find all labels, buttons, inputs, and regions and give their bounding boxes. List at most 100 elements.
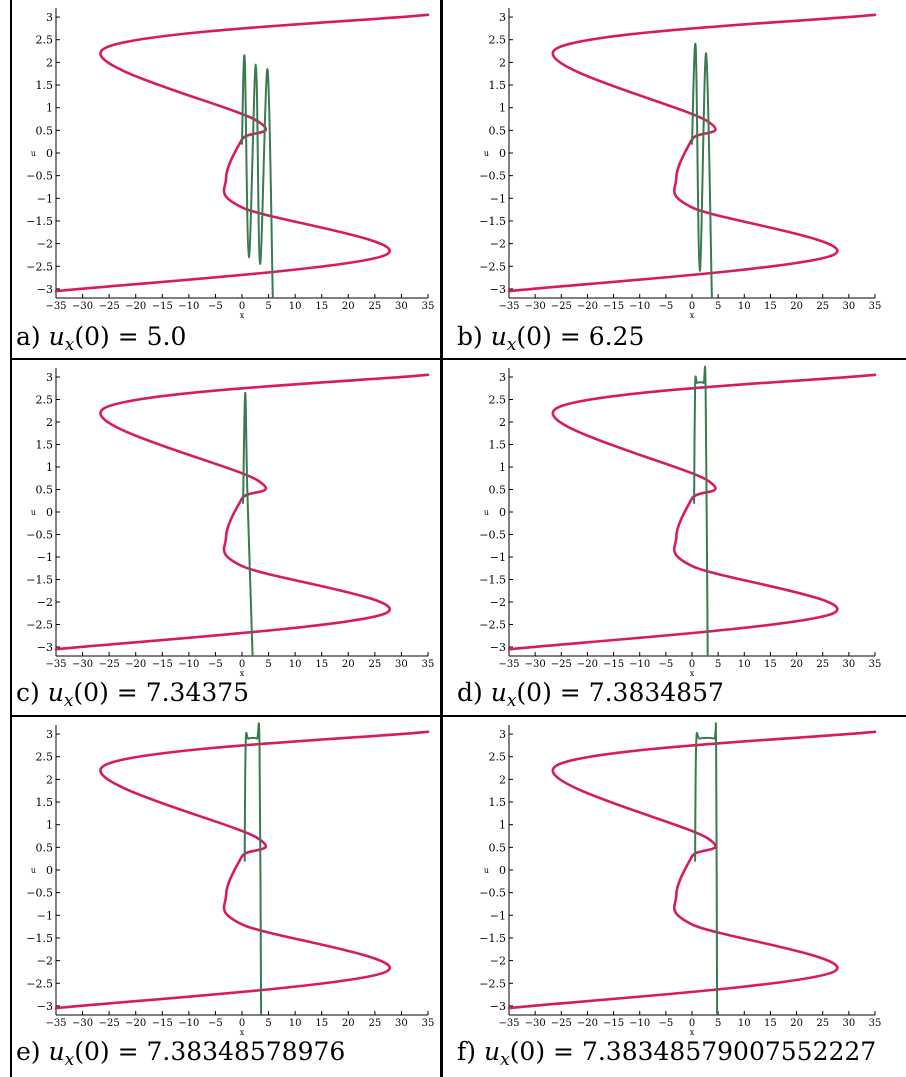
x-tick-label: 20 [790,301,803,312]
y-tick-label: 1.5 [36,796,54,809]
y-tick-label: −3 [37,283,53,296]
y-tick-label: 1 [46,102,53,115]
x-tick-label: −5 [208,301,223,312]
x-tick-label: 30 [395,1018,408,1029]
x-tick-label: −35 [45,659,66,670]
y-tick-label: 1 [46,461,53,474]
caption: b) ux(0) = 6.25 [457,322,645,355]
x-tick-label: 20 [342,1018,355,1029]
y-tick-label: −2 [37,596,53,609]
caption-value: 5.0 [146,322,187,351]
x-tick-label: 10 [289,659,302,670]
y-tick-label: 0.5 [36,841,54,854]
y-tick-label: −1 [490,909,506,922]
panel-f: −35 −30 −25 −20 −15 −10 −5 0 5 10 15 20 25 30 35 x 3 2.5 2… [443,717,906,1077]
y-tick-label: 1 [46,819,53,832]
y-tick-label: −1.5 [479,932,506,945]
y-tick-label: −1 [490,192,506,205]
y-axis-label: u [484,508,489,517]
y-tick-label: 2.5 [489,394,507,407]
y-tick-label: 3 [46,11,53,24]
x-tick-label: −30 [525,1018,546,1029]
series-line-s-curve [54,730,430,1010]
x-tick-label: −20 [125,301,146,312]
caption: e) ux(0) = 7.38348578976 [16,1037,346,1070]
x-tick-label: −35 [45,301,66,312]
y-tick-label: 2 [46,56,53,69]
y-tick-label: −1.5 [26,574,53,587]
x-tick-label: −10 [178,301,199,312]
x-tick-label: 0 [239,659,245,670]
y-tick-label: 1 [499,461,506,474]
divider [10,715,906,717]
y-tick-label: 2 [499,773,506,786]
x-tick-label: 20 [342,301,355,312]
x-axis-label: x [690,311,695,320]
y-tick-label: −2.5 [26,977,53,990]
x-tick-label: 25 [368,1018,381,1029]
caption: c) ux(0) = 7.34375 [16,678,250,711]
y-tick-label: −1 [37,551,53,564]
x-axis-label: x [240,311,245,320]
y-tick-label: −2.5 [479,977,506,990]
x-tick-label: 10 [289,1018,302,1029]
caption: a) ux(0) = 5.0 [16,322,187,355]
y-axis-label: u [31,149,36,158]
x-tick-label: 15 [315,1018,328,1029]
x-tick-label: −20 [577,1018,598,1029]
chart-c: −35 −30 −25 −20 −15 −10 −5 0 5 10 15 20 25 30 35x32.52… [26,368,434,678]
x-tick-label: 10 [289,301,302,312]
x-tick-label: −25 [99,1018,120,1029]
y-tick-label: −1 [37,909,53,922]
x-tick-label: 5 [715,1018,721,1029]
y-tick-label: 0 [499,506,506,519]
x-tick-label: −30 [72,1018,93,1029]
x-tick-label: −15 [603,1018,624,1029]
divider [10,358,906,360]
y-axis-label: u [484,866,489,875]
x-axis-label: x [240,1028,245,1037]
y-tick-label: 0.5 [489,484,507,497]
series-line-s-curve [507,373,877,651]
x-tick-label: 30 [395,659,408,670]
y-tick-label: 3 [499,371,506,384]
caption-value: 7.34375 [145,678,250,707]
y-axis-label: u [31,508,36,517]
y-tick-label: 0 [499,864,506,877]
y-tick-label: 2 [499,416,506,429]
y-tick-label: 2.5 [36,394,54,407]
x-tick-label: 30 [842,659,855,670]
x-tick-label: −5 [658,301,673,312]
x-axis-label: x [690,1028,695,1037]
chart-e: −35 −30 −25 −20 −15 −10 −5 0 5 10 15 20 25 30 35x32.52… [26,722,434,1037]
y-tick-label: −0.5 [26,170,53,183]
y-tick-label: −1 [37,192,53,205]
y-tick-label: −2 [37,238,53,251]
y-tick-label: −3 [490,283,506,296]
x-tick-label: −30 [525,659,546,670]
caption-value: 7.3834857 [588,678,724,707]
caption-label: c) [16,678,40,707]
chart-f: −35 −30 −25 −20 −15 −10 −5 0 5 10 15 20 25 30 35x32.52… [479,722,881,1037]
y-tick-label: 1.5 [489,796,507,809]
caption-label: d) [457,678,483,707]
x-tick-label: 25 [816,659,829,670]
y-tick-label: 3 [46,371,53,384]
y-tick-label: 0.5 [36,124,54,137]
x-tick-label: −10 [178,1018,199,1029]
x-tick-label: 0 [239,301,245,312]
y-tick-label: 1 [499,819,506,832]
x-tick-label: 15 [764,1018,777,1029]
x-axis-label: x [690,669,695,678]
divider [440,0,443,1077]
x-tick-label: 0 [689,301,695,312]
x-tick-label: −35 [498,301,519,312]
x-tick-label: 15 [315,301,328,312]
y-tick-label: −2 [490,955,506,968]
y-tick-label: −2.5 [26,260,53,273]
x-tick-label: −10 [629,301,650,312]
series-line-s-curve [54,373,430,651]
x-tick-label: −15 [152,659,173,670]
x-tick-label: 0 [689,659,695,670]
chart-a: −35 −30 −25 −20 −15 −10 −5 0 5 10 15 20 25 30 35x32.52… [26,8,434,320]
